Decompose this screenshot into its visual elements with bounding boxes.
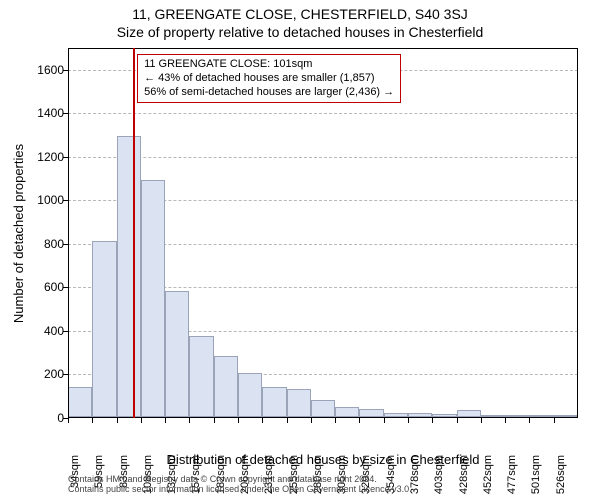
x-tick-mark — [457, 418, 458, 423]
x-tick-mark — [311, 418, 312, 423]
title-subtitle: Size of property relative to detached ho… — [0, 24, 600, 40]
x-tick-mark — [554, 418, 555, 423]
title-address: 11, GREENGATE CLOSE, CHESTERFIELD, S40 3… — [0, 6, 600, 22]
x-axis-label: Distribution of detached houses by size … — [68, 452, 578, 467]
y-axis-label: Number of detached properties — [10, 48, 28, 418]
histogram-plot — [68, 48, 578, 418]
y-tick-mark — [63, 200, 68, 201]
y-tick-label: 1400 — [24, 106, 64, 120]
x-tick-mark — [384, 418, 385, 423]
x-tick-mark — [432, 418, 433, 423]
footer-line2: Contains public sector information licen… — [68, 484, 578, 494]
y-tick-mark — [63, 70, 68, 71]
plot-border — [68, 48, 578, 418]
annotation-line1: 11 GREENGATE CLOSE: 101sqm — [144, 58, 394, 72]
x-tick-mark — [481, 418, 482, 423]
y-tick-label: 600 — [24, 280, 64, 294]
footer-line1: Contains HM Land Registry data © Crown c… — [68, 474, 578, 484]
y-tick-label: 400 — [24, 324, 64, 338]
annotation-line3: 56% of semi-detached houses are larger (… — [144, 86, 394, 100]
x-tick-mark — [68, 418, 69, 423]
y-tick-label: 800 — [24, 237, 64, 251]
x-tick-mark — [238, 418, 239, 423]
x-tick-mark — [141, 418, 142, 423]
annotation-line2: ← 43% of detached houses are smaller (1,… — [144, 72, 394, 86]
y-tick-mark — [63, 157, 68, 158]
x-tick-mark — [408, 418, 409, 423]
x-tick-mark — [505, 418, 506, 423]
y-tick-label: 1000 — [24, 193, 64, 207]
x-tick-mark — [214, 418, 215, 423]
x-tick-mark — [117, 418, 118, 423]
footer-attribution: Contains HM Land Registry data © Crown c… — [68, 474, 578, 495]
x-tick-mark — [262, 418, 263, 423]
y-axis-label-text: Number of detached properties — [12, 143, 27, 322]
x-tick-mark — [189, 418, 190, 423]
x-tick-mark — [359, 418, 360, 423]
y-tick-label: 0 — [24, 411, 64, 425]
x-tick-mark — [529, 418, 530, 423]
x-tick-mark — [287, 418, 288, 423]
y-tick-label: 1600 — [24, 63, 64, 77]
x-tick-mark — [92, 418, 93, 423]
y-tick-mark — [63, 244, 68, 245]
x-tick-mark — [165, 418, 166, 423]
reference-annotation: 11 GREENGATE CLOSE: 101sqm ← 43% of deta… — [137, 54, 401, 103]
reference-line — [133, 48, 135, 418]
y-tick-mark — [63, 331, 68, 332]
x-tick-mark — [335, 418, 336, 423]
y-tick-mark — [63, 113, 68, 114]
y-tick-mark — [63, 287, 68, 288]
y-tick-label: 1200 — [24, 150, 64, 164]
y-tick-label: 200 — [24, 367, 64, 381]
y-tick-mark — [63, 374, 68, 375]
